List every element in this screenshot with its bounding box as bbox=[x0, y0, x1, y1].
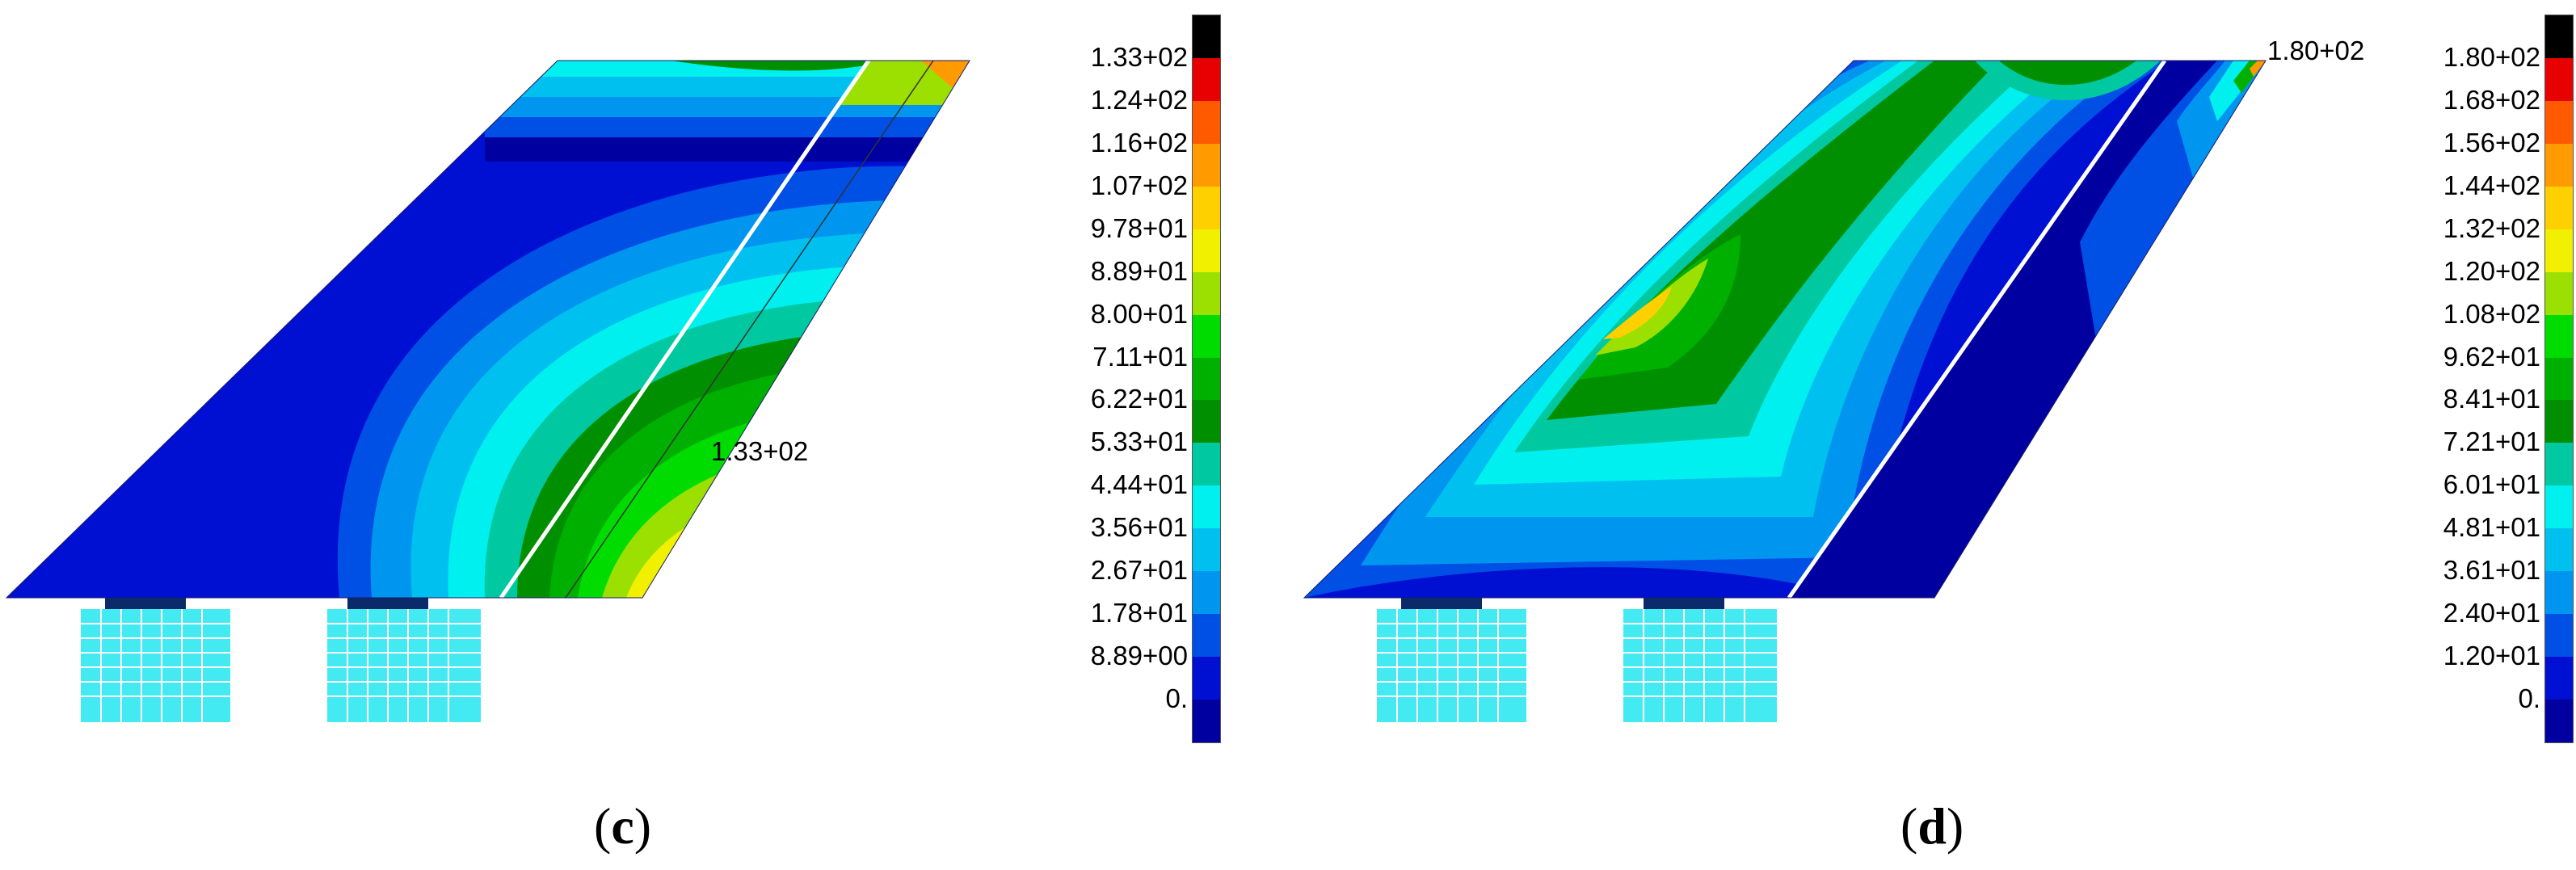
legend-tick-label: 0. bbox=[1165, 683, 1188, 714]
legend-color-band bbox=[2545, 614, 2573, 658]
legend-color-band bbox=[1193, 571, 1220, 615]
legend-color-band bbox=[2545, 357, 2573, 401]
legend-color-band bbox=[1193, 485, 1220, 529]
contour-plot-c bbox=[5, 59, 970, 722]
panel-caption: (d) bbox=[1900, 797, 1964, 855]
legend-tick-label: 3.56+01 bbox=[1090, 512, 1188, 543]
legend-tick-label: 1.33+02 bbox=[1090, 41, 1188, 72]
legend-color-band bbox=[2545, 57, 2573, 102]
panel-c: 1.33+02 1.33+02 1.24+02 1.16+02 1.07+02 9.78… bbox=[5, 15, 1221, 855]
legend-tick-label: 1.07+02 bbox=[1090, 170, 1188, 200]
legend-tick-label: 1.16+02 bbox=[1090, 127, 1188, 158]
legend-tick-label: 8.89+01 bbox=[1090, 255, 1188, 286]
legend-color-band bbox=[2545, 700, 2573, 743]
legend-tick-label: 2.40+01 bbox=[2443, 598, 2540, 628]
legend-tick-label: 0. bbox=[2518, 683, 2540, 714]
contour-plot-d bbox=[1303, 59, 2267, 722]
legend-color-band bbox=[1193, 314, 1220, 359]
legend-color-band bbox=[1193, 400, 1220, 443]
legend-color-band bbox=[2545, 657, 2573, 700]
legend-color-band bbox=[2545, 571, 2573, 615]
legend-tick-label: 6.01+01 bbox=[2443, 469, 2540, 500]
legend-tick-label: 1.78+01 bbox=[1090, 598, 1188, 628]
legend-tick-label: 9.62+01 bbox=[2443, 341, 2540, 372]
legend-tick-label: 9.78+01 bbox=[1090, 212, 1188, 243]
legend-tick-label: 1.56+02 bbox=[2443, 127, 2540, 158]
legend-tick-label: 1.68+02 bbox=[2443, 84, 2540, 115]
legend-color-band bbox=[2545, 400, 2573, 443]
legend-color-band bbox=[1193, 186, 1220, 230]
legend-color-band bbox=[2545, 143, 2573, 187]
panel-caption: (c) bbox=[594, 797, 652, 855]
legend-tick-label: 1.80+02 bbox=[2443, 41, 2540, 72]
legend-tick-label: 8.41+01 bbox=[2443, 384, 2540, 414]
legend-color-band bbox=[1193, 443, 1220, 486]
legend-color-band bbox=[2545, 15, 2573, 59]
legend-tick-label: 1.20+01 bbox=[2443, 641, 2540, 671]
legend-color-band bbox=[1193, 528, 1220, 572]
legend-color-band bbox=[2545, 528, 2573, 572]
legend-tick-label: 1.32+02 bbox=[2443, 212, 2540, 243]
legend-tick-label: 4.81+01 bbox=[2443, 512, 2540, 543]
color-legend bbox=[1192, 15, 1221, 743]
legend-tick-label: 8.89+00 bbox=[1090, 641, 1188, 671]
legend-tick-label: 7.11+01 bbox=[1092, 341, 1188, 372]
legend-tick-label: 1.08+02 bbox=[2443, 298, 2540, 329]
legend-color-band bbox=[1193, 357, 1220, 401]
legend-tick-label: 5.33+01 bbox=[1090, 427, 1188, 457]
legend-color-band bbox=[2545, 100, 2573, 145]
legend-color-band bbox=[2545, 443, 2573, 486]
legend-color-band bbox=[1193, 657, 1220, 700]
panel-d: 1.80+02 1.80+02 1.68+02 1.56+02 1.44+02 1.32… bbox=[1288, 0, 2576, 870]
legend-color-band bbox=[1193, 614, 1220, 658]
color-legend bbox=[2544, 15, 2574, 743]
max-value-annotation: 1.33+02 bbox=[711, 436, 809, 466]
support-left-d bbox=[1377, 598, 1526, 722]
legend-tick-label: 1.44+02 bbox=[2443, 170, 2540, 200]
legend-tick-label: 3.61+01 bbox=[2443, 555, 2540, 586]
legend-color-band bbox=[1193, 271, 1220, 316]
support-left-c bbox=[81, 598, 230, 722]
support-right-c bbox=[327, 598, 481, 722]
legend-tick-label: 8.00+01 bbox=[1090, 298, 1188, 329]
legend-color-band bbox=[1193, 57, 1220, 102]
legend-tick-label: 7.21+01 bbox=[2443, 427, 2540, 457]
legend-color-band bbox=[2545, 186, 2573, 230]
legend-color-band bbox=[2545, 314, 2573, 359]
legend-color-band bbox=[1193, 143, 1220, 187]
support-right-d bbox=[1623, 598, 1777, 722]
legend-tick-label: 6.22+01 bbox=[1090, 384, 1188, 414]
legend-color-band bbox=[1193, 15, 1220, 59]
legend-tick-label: 1.20+02 bbox=[2443, 255, 2540, 286]
legend-color-band bbox=[1193, 100, 1220, 145]
legend-tick-label: 4.44+01 bbox=[1090, 469, 1188, 500]
legend-color-band bbox=[2545, 271, 2573, 316]
max-value-annotation: 1.80+02 bbox=[2267, 36, 2365, 65]
legend-color-band bbox=[1193, 700, 1220, 743]
legend-color-band bbox=[1193, 229, 1220, 273]
legend-color-band bbox=[2545, 485, 2573, 529]
legend-tick-label: 1.24+02 bbox=[1090, 84, 1188, 115]
legend-tick-label: 2.67+01 bbox=[1090, 555, 1188, 586]
legend-color-band bbox=[2545, 229, 2573, 273]
